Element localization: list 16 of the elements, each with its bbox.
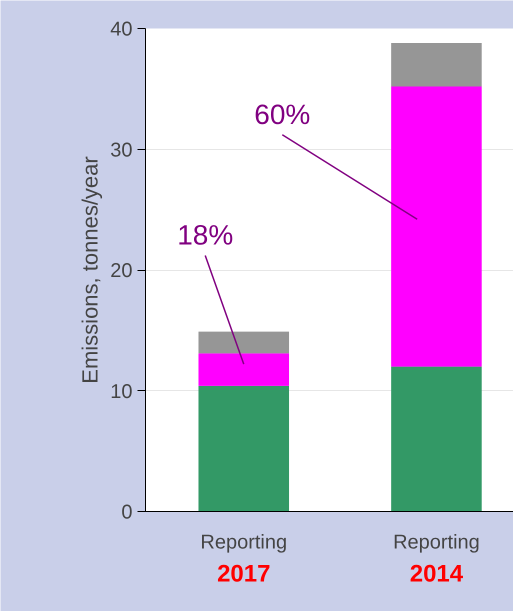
bar: [391, 42, 482, 86]
bar: [198, 353, 290, 386]
y-tick-label: 0: [121, 502, 132, 524]
annotation: 60%: [254, 98, 310, 130]
y-tick-label: 30: [110, 139, 133, 162]
y-tick-label: 20: [110, 260, 133, 282]
category-label: Reporting 2014: [393, 532, 480, 588]
bar: [198, 332, 290, 354]
y-tick-label: 10: [110, 380, 133, 403]
category-label: Reporting 2017: [200, 532, 288, 588]
y-tick-label: 40: [110, 18, 133, 40]
annotation: 18%: [177, 220, 234, 251]
y-axis-title: Emissions, tonnes/year: [77, 156, 102, 384]
bar: [391, 86, 482, 367]
bar: [198, 386, 290, 512]
bar: [391, 366, 482, 512]
